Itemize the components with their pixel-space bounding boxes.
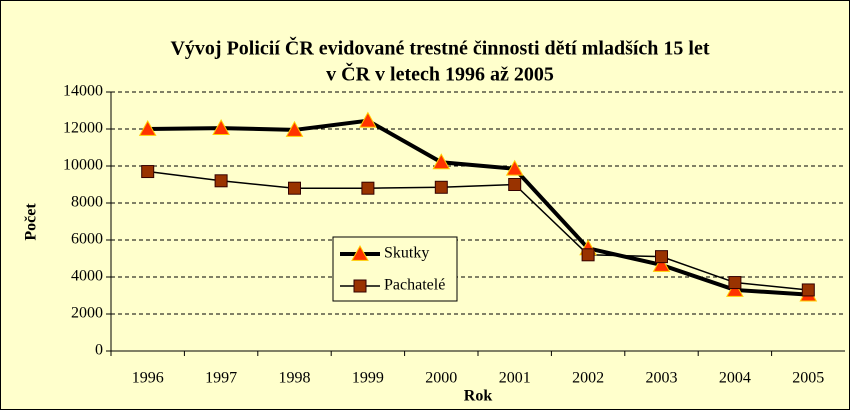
square-marker <box>801 283 815 297</box>
triangle-marker <box>359 111 377 128</box>
y-tick-label: 12000 <box>63 120 103 137</box>
triangle-marker <box>432 153 451 170</box>
square-marker <box>353 279 367 293</box>
x-tick-label: 2005 <box>792 370 824 387</box>
x-tick-label: 2002 <box>572 370 604 387</box>
square-marker <box>655 250 668 264</box>
series-line <box>147 118 809 297</box>
square-marker <box>361 181 375 195</box>
triangle-marker <box>285 120 304 137</box>
y-axis-label: Počet <box>23 203 40 241</box>
square-marker <box>508 178 522 191</box>
square-marker <box>214 174 228 188</box>
x-tick-label: 2003 <box>646 370 678 387</box>
x-tick-label: 1996 <box>132 370 164 387</box>
legend-label: Skutky <box>384 245 429 262</box>
triangle-marker <box>351 244 369 261</box>
legend-label: Pachatelé <box>384 277 445 294</box>
x-tick-label: 2001 <box>499 370 531 387</box>
y-tick-label: 2000 <box>71 305 103 322</box>
x-tick-label: 2000 <box>425 370 457 387</box>
triangle-marker <box>726 280 744 297</box>
series-line <box>147 170 809 291</box>
chart-title: Vývoj Policií ČR evidované trestné činno… <box>170 36 709 60</box>
triangle-marker <box>138 119 157 136</box>
chart-title: v ČR v letech 1996 až 2005 <box>326 62 554 86</box>
y-tick-label: 0 <box>95 342 103 359</box>
y-tick-label: 14000 <box>63 83 103 100</box>
x-tick-label: 1998 <box>279 370 311 387</box>
x-tick-label: 1999 <box>352 370 384 387</box>
square-marker <box>434 180 448 194</box>
y-tick-label: 4000 <box>71 268 103 285</box>
square-marker <box>728 276 742 290</box>
square-marker <box>288 181 301 195</box>
y-tick-label: 8000 <box>71 194 103 211</box>
triangle-marker <box>505 159 524 176</box>
x-tick-label: 2004 <box>719 370 751 387</box>
y-tick-label: 10000 <box>63 157 103 174</box>
square-marker <box>581 248 595 262</box>
square-marker <box>141 165 155 179</box>
triangle-marker <box>212 119 230 135</box>
y-tick-label: 6000 <box>71 231 103 248</box>
x-tick-label: 1997 <box>205 370 237 387</box>
triangle-marker <box>652 255 671 272</box>
x-axis-label: Rok <box>464 388 493 405</box>
